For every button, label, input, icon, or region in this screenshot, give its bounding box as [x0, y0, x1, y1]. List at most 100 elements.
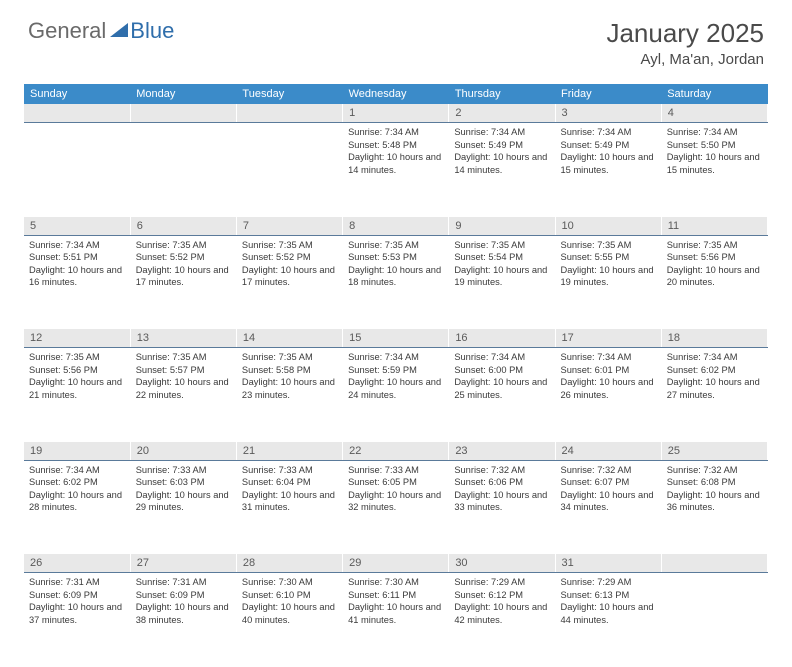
day-cell: Sunrise: 7:30 AMSunset: 6:11 PMDaylight:…	[343, 573, 449, 661]
day-details: Sunrise: 7:34 AMSunset: 5:50 PMDaylight:…	[662, 123, 767, 180]
separator-row	[24, 661, 768, 667]
day-cell: Sunrise: 7:34 AMSunset: 6:00 PMDaylight:…	[449, 348, 555, 436]
day-cell: Sunrise: 7:34 AMSunset: 6:01 PMDaylight:…	[555, 348, 661, 436]
day-number-cell: 29	[343, 554, 449, 573]
day-number-cell: 14	[236, 329, 342, 348]
day-details: Sunrise: 7:33 AMSunset: 6:03 PMDaylight:…	[131, 461, 236, 518]
logo-text-blue: Blue	[130, 18, 174, 44]
weekday-header-row: SundayMondayTuesdayWednesdayThursdayFrid…	[24, 84, 768, 104]
day-cell: Sunrise: 7:35 AMSunset: 5:56 PMDaylight:…	[661, 235, 767, 323]
logo: General Blue	[28, 18, 174, 44]
day-cell: Sunrise: 7:34 AMSunset: 5:59 PMDaylight:…	[343, 348, 449, 436]
day-cell: Sunrise: 7:33 AMSunset: 6:04 PMDaylight:…	[236, 460, 342, 548]
day-cell	[236, 123, 342, 211]
day-details: Sunrise: 7:32 AMSunset: 6:08 PMDaylight:…	[662, 461, 767, 518]
day-number-cell	[661, 554, 767, 573]
day-cell: Sunrise: 7:34 AMSunset: 5:49 PMDaylight:…	[449, 123, 555, 211]
day-number-row: 1234	[24, 104, 768, 123]
day-details: Sunrise: 7:29 AMSunset: 6:12 PMDaylight:…	[449, 573, 554, 630]
weekday-header: Friday	[555, 84, 661, 104]
day-details: Sunrise: 7:34 AMSunset: 5:59 PMDaylight:…	[343, 348, 448, 405]
day-number-cell: 1	[343, 104, 449, 123]
location: Ayl, Ma'an, Jordan	[606, 51, 764, 68]
day-content-row: Sunrise: 7:34 AMSunset: 6:02 PMDaylight:…	[24, 460, 768, 548]
weekday-header: Wednesday	[343, 84, 449, 104]
title-block: January 2025 Ayl, Ma'an, Jordan	[606, 18, 764, 68]
day-number-cell: 5	[24, 217, 130, 236]
day-cell: Sunrise: 7:34 AMSunset: 5:51 PMDaylight:…	[24, 235, 130, 323]
day-number-cell: 20	[130, 442, 236, 461]
weekday-header: Sunday	[24, 84, 130, 104]
day-number-cell: 18	[661, 329, 767, 348]
day-number-cell	[130, 104, 236, 123]
day-details: Sunrise: 7:34 AMSunset: 5:49 PMDaylight:…	[556, 123, 661, 180]
day-cell: Sunrise: 7:31 AMSunset: 6:09 PMDaylight:…	[130, 573, 236, 661]
day-details: Sunrise: 7:33 AMSunset: 6:04 PMDaylight:…	[237, 461, 342, 518]
day-content-row: Sunrise: 7:35 AMSunset: 5:56 PMDaylight:…	[24, 348, 768, 436]
day-cell: Sunrise: 7:35 AMSunset: 5:53 PMDaylight:…	[343, 235, 449, 323]
day-cell: Sunrise: 7:35 AMSunset: 5:52 PMDaylight:…	[236, 235, 342, 323]
day-number-cell	[24, 104, 130, 123]
day-details: Sunrise: 7:34 AMSunset: 6:02 PMDaylight:…	[24, 461, 130, 518]
day-number-cell: 8	[343, 217, 449, 236]
logo-triangle-icon	[110, 23, 128, 37]
day-number-cell: 15	[343, 329, 449, 348]
day-number-cell: 7	[236, 217, 342, 236]
day-cell: Sunrise: 7:33 AMSunset: 6:05 PMDaylight:…	[343, 460, 449, 548]
day-cell: Sunrise: 7:32 AMSunset: 6:06 PMDaylight:…	[449, 460, 555, 548]
day-number-cell: 12	[24, 329, 130, 348]
day-number-cell: 19	[24, 442, 130, 461]
day-number-row: 567891011	[24, 217, 768, 236]
day-number-cell: 23	[449, 442, 555, 461]
day-cell: Sunrise: 7:35 AMSunset: 5:58 PMDaylight:…	[236, 348, 342, 436]
day-number-row: 19202122232425	[24, 442, 768, 461]
day-cell: Sunrise: 7:35 AMSunset: 5:55 PMDaylight:…	[555, 235, 661, 323]
day-cell: Sunrise: 7:35 AMSunset: 5:52 PMDaylight:…	[130, 235, 236, 323]
day-number-cell: 24	[555, 442, 661, 461]
day-cell: Sunrise: 7:34 AMSunset: 6:02 PMDaylight:…	[24, 460, 130, 548]
weekday-header: Monday	[130, 84, 236, 104]
day-details: Sunrise: 7:35 AMSunset: 5:56 PMDaylight:…	[662, 236, 767, 293]
day-cell: Sunrise: 7:30 AMSunset: 6:10 PMDaylight:…	[236, 573, 342, 661]
day-content-row: Sunrise: 7:34 AMSunset: 5:51 PMDaylight:…	[24, 235, 768, 323]
day-number-cell: 10	[555, 217, 661, 236]
day-number-cell: 27	[130, 554, 236, 573]
day-cell: Sunrise: 7:29 AMSunset: 6:13 PMDaylight:…	[555, 573, 661, 661]
day-number-cell: 3	[555, 104, 661, 123]
day-cell: Sunrise: 7:35 AMSunset: 5:57 PMDaylight:…	[130, 348, 236, 436]
day-cell	[24, 123, 130, 211]
day-cell	[130, 123, 236, 211]
day-details: Sunrise: 7:35 AMSunset: 5:52 PMDaylight:…	[131, 236, 236, 293]
day-cell: Sunrise: 7:35 AMSunset: 5:54 PMDaylight:…	[449, 235, 555, 323]
day-number-cell: 28	[236, 554, 342, 573]
day-content-row: Sunrise: 7:34 AMSunset: 5:48 PMDaylight:…	[24, 123, 768, 211]
day-number-cell	[236, 104, 342, 123]
header: General Blue January 2025 Ayl, Ma'an, Jo…	[0, 0, 792, 76]
day-details: Sunrise: 7:34 AMSunset: 5:49 PMDaylight:…	[449, 123, 554, 180]
day-cell: Sunrise: 7:29 AMSunset: 6:12 PMDaylight:…	[449, 573, 555, 661]
day-details: Sunrise: 7:35 AMSunset: 5:57 PMDaylight:…	[131, 348, 236, 405]
day-details: Sunrise: 7:34 AMSunset: 6:02 PMDaylight:…	[662, 348, 767, 405]
day-details: Sunrise: 7:32 AMSunset: 6:06 PMDaylight:…	[449, 461, 554, 518]
day-details: Sunrise: 7:31 AMSunset: 6:09 PMDaylight:…	[24, 573, 130, 630]
day-details: Sunrise: 7:35 AMSunset: 5:55 PMDaylight:…	[556, 236, 661, 293]
day-number-cell: 6	[130, 217, 236, 236]
day-number-cell: 31	[555, 554, 661, 573]
day-number-cell: 11	[661, 217, 767, 236]
day-number-cell: 30	[449, 554, 555, 573]
day-content-row: Sunrise: 7:31 AMSunset: 6:09 PMDaylight:…	[24, 573, 768, 661]
day-details: Sunrise: 7:29 AMSunset: 6:13 PMDaylight:…	[556, 573, 661, 630]
day-details: Sunrise: 7:35 AMSunset: 5:53 PMDaylight:…	[343, 236, 448, 293]
day-details: Sunrise: 7:35 AMSunset: 5:54 PMDaylight:…	[449, 236, 554, 293]
day-cell: Sunrise: 7:32 AMSunset: 6:07 PMDaylight:…	[555, 460, 661, 548]
day-number-cell: 16	[449, 329, 555, 348]
day-number-cell: 9	[449, 217, 555, 236]
logo-text-general: General	[28, 18, 106, 44]
day-number-row: 262728293031	[24, 554, 768, 573]
day-cell: Sunrise: 7:34 AMSunset: 6:02 PMDaylight:…	[661, 348, 767, 436]
day-details: Sunrise: 7:34 AMSunset: 5:48 PMDaylight:…	[343, 123, 448, 180]
day-number-cell: 13	[130, 329, 236, 348]
day-cell: Sunrise: 7:34 AMSunset: 5:50 PMDaylight:…	[661, 123, 767, 211]
day-number-cell: 4	[661, 104, 767, 123]
day-details: Sunrise: 7:32 AMSunset: 6:07 PMDaylight:…	[556, 461, 661, 518]
